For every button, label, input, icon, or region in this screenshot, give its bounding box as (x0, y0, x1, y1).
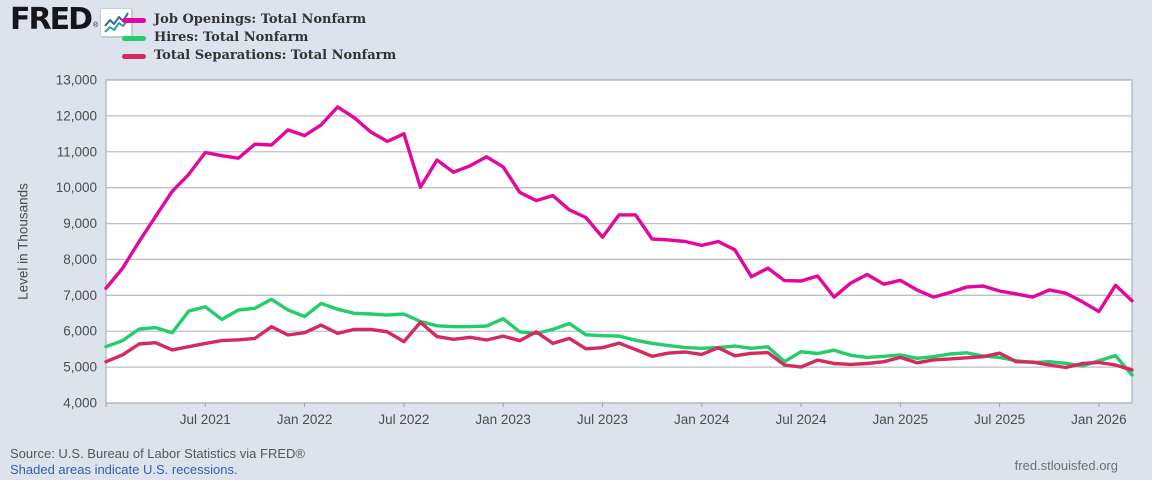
y-tick-label: 7,000 (63, 288, 97, 303)
legend-swatch-job-openings (122, 17, 146, 23)
x-tick-label: Jul 2023 (577, 412, 628, 427)
x-tick-label: Jan 2023 (475, 412, 531, 427)
source-text: Source: U.S. Bureau of Labor Statistics … (10, 446, 305, 461)
x-tick-label: Jul 2025 (974, 412, 1025, 427)
legend-item-separations[interactable]: Total Separations: Total Nonfarm (122, 47, 396, 65)
series-line-job-openings-total-nonfarm (104, 105, 1134, 314)
fred-site-text: fred.stlouisfed.org (1014, 458, 1118, 473)
y-tick-label: 13,000 (56, 73, 97, 88)
x-tick-label: Jul 2024 (776, 412, 828, 427)
y-tick-label: 4,000 (63, 396, 97, 411)
y-tick-label: 11,000 (57, 144, 97, 159)
x-tick-label: Jan 2026 (1071, 412, 1127, 427)
legend-label-separations: Total Separations: Total Nonfarm (154, 48, 397, 63)
y-tick-label: 8,000 (63, 252, 97, 267)
recessions-link[interactable]: Shaded areas indicate U.S. recessions. (10, 462, 238, 477)
series-line-total-separations-total-nonfarm (104, 320, 1134, 372)
y-tick-label: 12,000 (56, 108, 97, 123)
y-tick-label: 10,000 (56, 180, 97, 195)
plot-background (106, 80, 1132, 403)
fred-logo[interactable]: FRED ® (10, 2, 133, 37)
legend-swatch-hires (122, 35, 146, 41)
x-tick-label: Jan 2024 (674, 412, 730, 427)
x-tick-label: Jan 2025 (873, 412, 929, 427)
series-line-hires-total-nonfarm (104, 297, 1134, 377)
x-tick-label: Jul 2021 (180, 412, 231, 427)
x-tick-label: Jan 2022 (277, 412, 333, 427)
x-tick-label: Jul 2022 (378, 412, 429, 427)
legend-swatch-separations (122, 53, 146, 59)
legend-label-hires: Hires: Total Nonfarm (154, 30, 309, 45)
legend-label-job-openings: Job Openings: Total Nonfarm (154, 12, 367, 27)
y-tick-label: 9,000 (63, 216, 97, 231)
y-tick-label: 6,000 (63, 324, 97, 339)
registered-mark: ® (93, 22, 99, 29)
plot-border (105, 79, 1133, 404)
y-tick-label: 5,000 (63, 360, 97, 375)
y-axis-title: Level in Thousands (15, 183, 31, 300)
legend: Job Openings: Total Nonfarm Hires: Total… (122, 11, 396, 65)
fred-logo-text: FRED (10, 2, 93, 37)
legend-item-hires[interactable]: Hires: Total Nonfarm (122, 29, 396, 47)
legend-item-job-openings[interactable]: Job Openings: Total Nonfarm (122, 11, 396, 29)
